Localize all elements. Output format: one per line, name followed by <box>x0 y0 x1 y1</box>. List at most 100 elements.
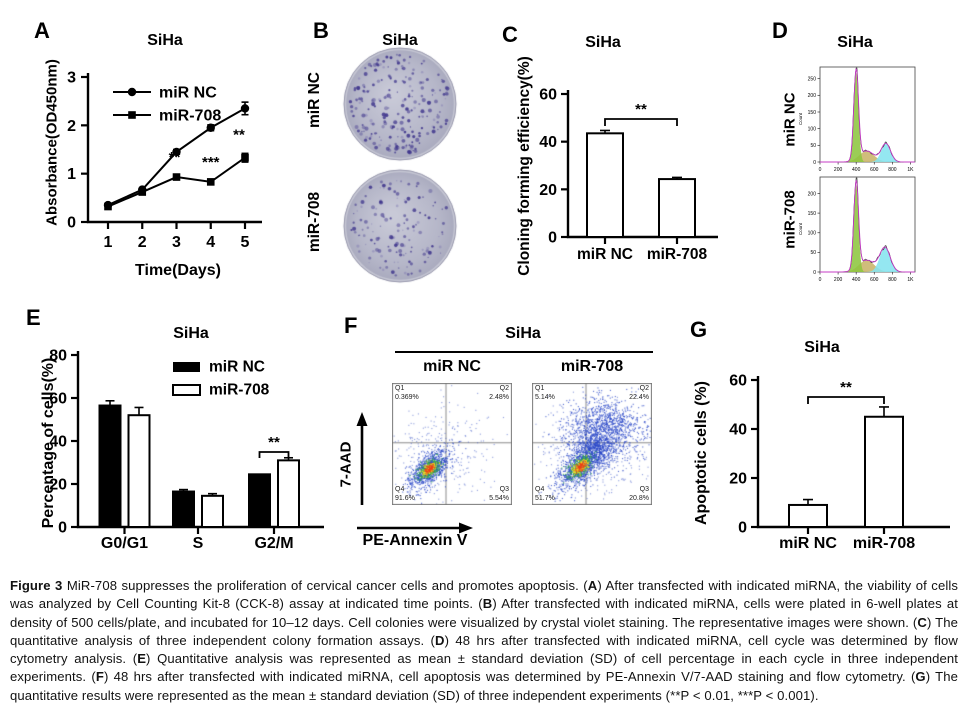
panel-a-label: A <box>34 18 50 43</box>
panel-f-xlabel: PE-Annexin V <box>362 532 468 549</box>
panel-f-ylabel: 7-AAD <box>337 441 355 488</box>
panel-g: G SiHa Apoptotic cells (%) 0 20 40 60 miR NC… <box>672 305 968 583</box>
svg-text:20: 20 <box>729 471 747 488</box>
svg-text:3: 3 <box>67 70 76 87</box>
svg-text:2: 2 <box>67 118 76 135</box>
caption-segment: B <box>482 596 493 612</box>
svg-text:600: 600 <box>870 167 879 173</box>
figure-caption: Figure 3 MiR-708 suppresses the prolifer… <box>10 577 958 705</box>
panel-f-title-rule <box>395 351 653 353</box>
panel-c-bar-chart: 0 20 40 60 miR NC miR-708 ** <box>539 87 718 263</box>
svg-text:0: 0 <box>819 277 822 283</box>
panel-a-xlabel: Time(Days) <box>135 262 221 279</box>
flow-scatter-mir708: Q1 5.14% Q2 22.4% Q4 51.7% Q3 20.8% <box>532 383 652 505</box>
caption-segment: ) 48 hrs after transfected with indicate… <box>10 632 958 667</box>
colony-dish-mir708 <box>341 167 459 285</box>
caption-segment: ) Quantitative analysis was represented … <box>10 651 958 685</box>
svg-text:3: 3 <box>172 234 181 251</box>
caption-segment: D <box>435 632 445 648</box>
panel-b-row2-label: miR-708 <box>306 191 323 253</box>
quadrant-label: Q2 22.4% <box>629 385 649 401</box>
svg-text:0: 0 <box>813 160 816 166</box>
svg-text:G0/G1: G0/G1 <box>101 535 148 552</box>
svg-text:80: 80 <box>49 348 67 365</box>
panel-e-label: E <box>26 305 41 330</box>
svg-text:200: 200 <box>834 167 843 173</box>
svg-text:miR-708: miR-708 <box>853 535 915 552</box>
svg-text:50: 50 <box>810 143 816 149</box>
svg-text:400: 400 <box>852 277 861 283</box>
svg-text:Count: Count <box>798 222 803 235</box>
svg-text:0: 0 <box>813 270 816 276</box>
caption-segment: F <box>95 669 104 685</box>
quadrant-label: Q3 5.54% <box>489 486 509 502</box>
svg-text:250: 250 <box>808 76 817 82</box>
quadrant-label: Q3 20.8% <box>629 486 649 502</box>
panel-e: E SiHa Percentage of cells(%) 0 20 40 60 80 G… <box>12 305 344 583</box>
svg-text:100: 100 <box>808 231 817 237</box>
panel-e-title: SiHa <box>173 325 209 342</box>
svg-text:***: *** <box>202 154 220 171</box>
caption-segment: ) After transfected with indicated miRNA… <box>10 578 958 612</box>
svg-text:800: 800 <box>888 277 897 283</box>
svg-text:5: 5 <box>241 234 250 251</box>
svg-text:**: ** <box>268 434 280 451</box>
svg-text:0: 0 <box>548 230 557 247</box>
svg-text:Count: Count <box>798 112 803 125</box>
quadrant-label: Q4 91.6% <box>395 486 415 502</box>
panel-b: B SiHa miR NC miR-708 <box>298 12 480 304</box>
svg-text:S: S <box>193 535 204 552</box>
panel-g-title: SiHa <box>804 339 840 356</box>
svg-text:0: 0 <box>738 520 747 537</box>
caption-segment: ) The quantitative results were represen… <box>10 669 958 703</box>
svg-text:miR NC: miR NC <box>159 85 217 102</box>
panel-a-title: SiHa <box>147 32 183 49</box>
quadrant-label: Q2 2.48% <box>489 385 509 401</box>
svg-text:60: 60 <box>729 373 747 390</box>
panel-f-col1-label: miR NC <box>423 358 481 375</box>
svg-text:200: 200 <box>808 93 817 99</box>
svg-text:60: 60 <box>539 87 557 104</box>
panel-d-label: D <box>772 18 788 43</box>
svg-text:0: 0 <box>67 215 76 232</box>
panel-b-title: SiHa <box>382 32 418 49</box>
quadrant-label: Q4 51.7% <box>535 486 555 502</box>
caption-segment: G <box>915 669 926 685</box>
caption-segment: A <box>587 578 598 593</box>
panel-d: D SiHa miR NC miR-708 0 50 100 150 200 250 0 20… <box>732 12 968 304</box>
svg-text:40: 40 <box>539 134 557 151</box>
svg-text:40: 40 <box>729 422 747 439</box>
svg-text:miR-708: miR-708 <box>159 108 221 125</box>
panel-f-col2-label: miR-708 <box>560 358 624 375</box>
svg-text:**: ** <box>233 127 245 144</box>
svg-text:miR NC: miR NC <box>577 246 633 263</box>
svg-text:1: 1 <box>104 234 113 251</box>
cell-cycle-histogram-mirnc: 0 50 100 150 200 250 0 200 400 600 800 1K Count <box>798 66 916 173</box>
panel-d-title: SiHa <box>837 34 873 51</box>
panel-c-label: C <box>502 22 518 47</box>
panel-g-label: G <box>690 317 708 342</box>
svg-text:miR NC: miR NC <box>779 535 837 552</box>
svg-text:100: 100 <box>808 126 817 132</box>
caption-segment: ) 48 hrs after transfected with indicate… <box>103 669 916 685</box>
caption-segment: ) After transfected with indicated miRNA… <box>10 596 959 630</box>
svg-text:150: 150 <box>808 211 817 217</box>
cell-cycle-histogram-mir708: 0 50 100 150 200 0 200 400 600 800 1K Count <box>798 176 916 283</box>
svg-text:50: 50 <box>810 250 816 256</box>
svg-text:800: 800 <box>888 167 897 173</box>
svg-text:**: ** <box>169 149 181 166</box>
caption-segment: E <box>137 651 147 667</box>
svg-text:400: 400 <box>852 167 861 173</box>
svg-text:1: 1 <box>67 166 76 183</box>
svg-text:**: ** <box>635 101 647 118</box>
svg-text:150: 150 <box>808 110 817 116</box>
panel-f-title: SiHa <box>505 325 541 342</box>
svg-text:200: 200 <box>808 191 817 197</box>
svg-text:1K: 1K <box>907 167 914 173</box>
svg-text:miR NC: miR NC <box>209 359 265 376</box>
svg-text:miR-708: miR-708 <box>209 382 270 399</box>
svg-text:G2/M: G2/M <box>254 535 293 552</box>
panel-e-grouped-bar-chart: 0 20 40 60 80 G0/G1 S G2/M miR NC miR-708 ** <box>49 348 324 552</box>
